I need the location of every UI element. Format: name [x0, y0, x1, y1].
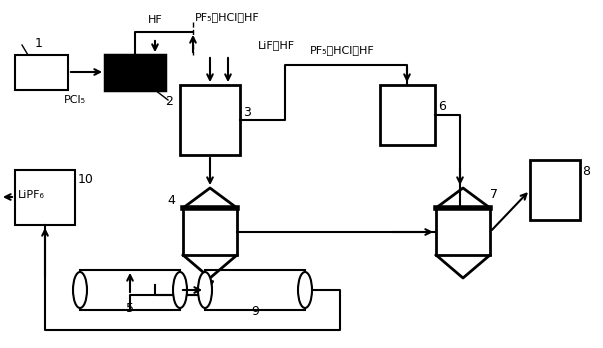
Bar — [380, 85, 435, 145]
Bar — [183, 208, 237, 255]
Text: 8: 8 — [582, 165, 590, 178]
Text: 5: 5 — [126, 302, 134, 315]
Text: PF₅、HCl、HF: PF₅、HCl、HF — [195, 12, 260, 22]
Text: HF: HF — [148, 15, 162, 25]
Ellipse shape — [173, 272, 187, 308]
Bar — [180, 85, 240, 155]
Text: PCl₅: PCl₅ — [64, 95, 86, 105]
Text: 7: 7 — [490, 189, 498, 201]
Bar — [530, 160, 580, 220]
Text: 4: 4 — [167, 193, 175, 206]
Text: 10: 10 — [78, 173, 94, 186]
Bar — [205, 270, 305, 310]
Text: 2: 2 — [165, 95, 173, 108]
Text: LiPF₆: LiPF₆ — [18, 190, 45, 200]
Ellipse shape — [298, 272, 312, 308]
Text: PF₅、HCl、HF: PF₅、HCl、HF — [310, 45, 374, 55]
Text: 1: 1 — [35, 37, 43, 50]
Bar — [15, 55, 68, 90]
Bar — [15, 170, 75, 225]
Bar — [436, 208, 490, 255]
Ellipse shape — [73, 272, 87, 308]
Text: 3: 3 — [243, 105, 251, 119]
Bar — [105, 55, 165, 90]
Ellipse shape — [198, 272, 212, 308]
Bar — [80, 270, 180, 310]
Text: 6: 6 — [438, 101, 446, 113]
Text: 9: 9 — [251, 305, 259, 318]
Text: LiF、HF: LiF、HF — [258, 40, 295, 50]
